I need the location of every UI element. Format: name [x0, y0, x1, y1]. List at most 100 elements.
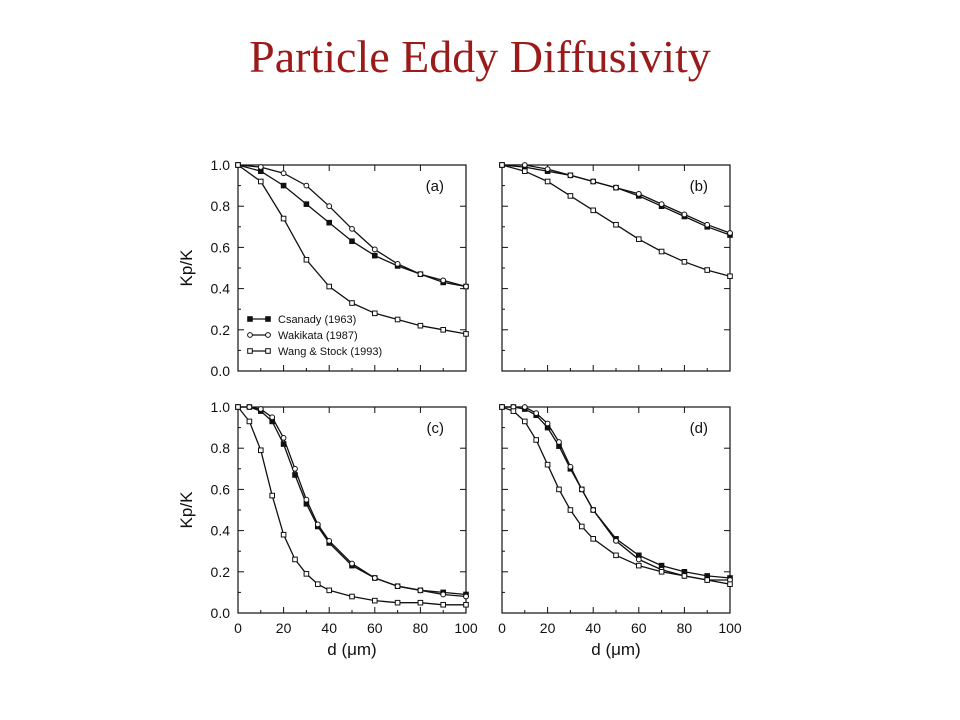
legend-marker: [247, 316, 253, 322]
plot-frame: [501, 164, 731, 372]
legend-marker: [247, 348, 253, 354]
data-point: [727, 581, 733, 587]
x-tick-label: 20: [540, 620, 556, 636]
data-point: [303, 496, 310, 503]
data-point: [246, 404, 253, 410]
data-point: [292, 465, 298, 472]
y-tick-label: 0.8: [211, 440, 231, 456]
data-point: [394, 260, 401, 267]
data-point: [567, 193, 574, 199]
data-point: [590, 207, 597, 214]
data-point: [544, 461, 551, 468]
data-point: [349, 560, 355, 567]
data-point: [613, 184, 619, 191]
data-point: [440, 327, 446, 333]
x-tick-label: 60: [631, 620, 647, 636]
data-point: [280, 170, 287, 177]
data-point: [349, 238, 355, 245]
data-point: [303, 571, 310, 577]
data-point: [613, 538, 619, 544]
x-axis-label: d (μm): [327, 640, 376, 659]
data-point: [349, 300, 355, 306]
data-point: [544, 420, 551, 427]
x-tick-label: 100: [454, 620, 478, 636]
data-point: [521, 404, 528, 410]
data-point: [544, 166, 551, 173]
data-point: [578, 486, 585, 493]
data-point: [258, 447, 264, 454]
x-tick-label: 80: [677, 620, 693, 636]
x-tick-label: 0: [498, 620, 506, 636]
data-point: [349, 593, 355, 600]
x-tick-label: 0: [234, 620, 242, 636]
series-2: [235, 404, 469, 600]
data-point: [463, 601, 469, 608]
data-point: [613, 552, 619, 559]
x-tick-label: 100: [718, 620, 742, 636]
data-point: [315, 581, 321, 587]
x-tick-label: 40: [585, 620, 601, 636]
data-point: [613, 221, 619, 228]
y-tick-label: 0.4: [211, 281, 231, 297]
data-point: [704, 221, 711, 228]
data-point: [681, 573, 688, 579]
legend: Csanady (1963) Wakikata (1987) Wang & Stoc…: [247, 314, 382, 358]
data-point: [326, 587, 332, 594]
data-point: [533, 437, 540, 443]
data-point: [257, 406, 264, 412]
data-point: [590, 178, 597, 185]
data-point: [417, 587, 424, 594]
data-point: [235, 404, 241, 410]
data-point: [417, 322, 424, 329]
series-3: [235, 404, 469, 608]
data-point: [257, 164, 264, 170]
data-point: [544, 178, 551, 185]
data-point: [371, 575, 378, 581]
data-point: [463, 283, 469, 290]
data-point: [394, 583, 401, 590]
data-point: [303, 182, 310, 189]
y-tick-label: 1.0: [211, 399, 231, 415]
x-axis-label: d (μm): [591, 640, 640, 659]
data-point: [280, 215, 287, 222]
x-tick-label: 40: [321, 620, 337, 636]
series-3: [499, 162, 733, 280]
y-tick-label: 0.0: [211, 363, 231, 379]
data-point: [590, 536, 597, 542]
data-point: [463, 331, 469, 337]
panel-label: (d): [690, 420, 708, 437]
legend-entry: Csanady (1963): [278, 314, 356, 326]
data-point: [371, 246, 378, 253]
y-tick-label: 0.6: [211, 239, 231, 255]
data-point: [567, 172, 574, 179]
data-point: [326, 203, 333, 210]
data-point: [658, 569, 665, 575]
legend-marker: [265, 348, 271, 354]
data-point: [314, 521, 321, 528]
slide-title: Particle Eddy Diffusivity: [249, 31, 711, 82]
data-point: [246, 418, 253, 425]
y-axis-label: Kp/K: [177, 491, 196, 529]
series-3: [235, 162, 469, 337]
chart-panel-2: (b): [499, 162, 733, 372]
data-point: [372, 597, 378, 604]
data-point: [440, 277, 447, 284]
data-point: [521, 162, 528, 168]
data-point: [567, 507, 574, 513]
data-point: [499, 404, 505, 410]
data-point: [371, 252, 378, 259]
plot-frame: [237, 406, 467, 614]
data-point: [394, 316, 401, 323]
data-point: [326, 538, 333, 544]
data-point: [590, 507, 597, 513]
data-point: [292, 556, 298, 563]
data-point: [567, 463, 574, 470]
y-tick-label: 1.0: [211, 157, 231, 173]
panel-label: (a): [426, 178, 444, 195]
data-point: [727, 230, 733, 236]
legend-marker: [265, 316, 271, 322]
legend-marker: [265, 332, 271, 338]
legend-entry: Wakikata (1987): [278, 330, 358, 342]
data-point: [681, 259, 688, 265]
data-point: [635, 556, 642, 563]
